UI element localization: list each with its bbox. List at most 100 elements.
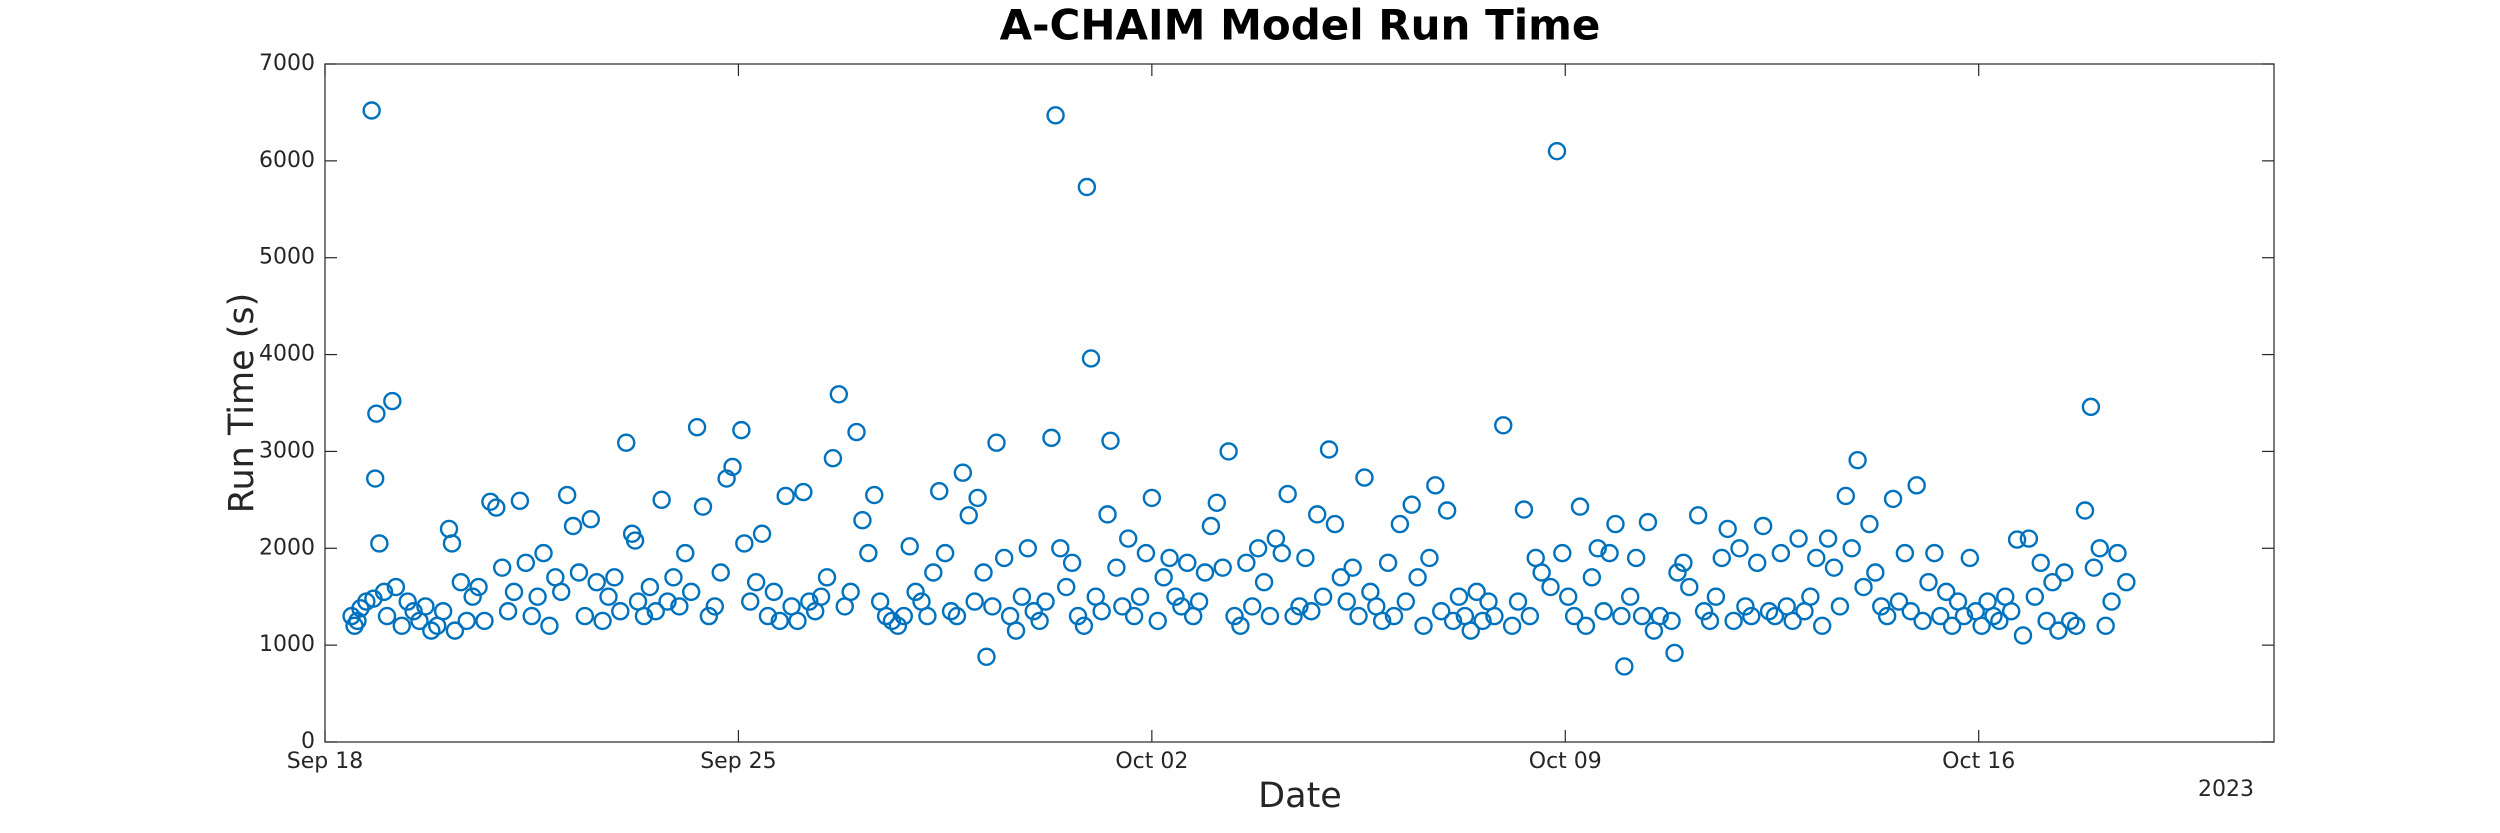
data-point xyxy=(723,457,742,477)
data-point xyxy=(404,602,423,621)
data-point xyxy=(552,582,571,602)
data-point xyxy=(367,404,386,423)
data-point xyxy=(930,481,949,501)
y-tick-label: 0 xyxy=(301,729,315,754)
data-point xyxy=(1302,602,1321,621)
data-point xyxy=(741,592,760,611)
data-point xyxy=(581,510,600,529)
data-point xyxy=(374,582,394,602)
data-point xyxy=(987,433,1006,452)
data-point xyxy=(1248,539,1268,558)
data-point xyxy=(1081,349,1101,368)
data-point xyxy=(1390,514,1410,534)
data-point xyxy=(1077,177,1097,197)
data-point xyxy=(362,101,381,120)
data-point xyxy=(366,469,385,488)
data-point xyxy=(1449,587,1469,606)
data-point xyxy=(1638,512,1658,532)
data-point xyxy=(1092,602,1111,621)
data-point xyxy=(634,606,654,626)
data-point xyxy=(1030,611,1049,631)
data-point xyxy=(469,577,488,597)
data-point xyxy=(1765,606,1785,626)
data-point xyxy=(1674,553,1693,573)
data-point xyxy=(776,486,795,506)
x-tick-label: Oct 16 xyxy=(1942,749,2015,774)
data-point xyxy=(1237,553,1256,573)
data-point xyxy=(1801,587,1820,606)
data-point xyxy=(392,616,411,635)
data-point xyxy=(1612,606,1631,626)
data-point xyxy=(1570,497,1590,516)
data-point xyxy=(481,492,500,511)
data-point xyxy=(1626,548,1646,568)
data-point xyxy=(1437,501,1457,520)
data-point xyxy=(1098,505,1117,524)
data-point xyxy=(1343,558,1362,577)
data-point xyxy=(1615,657,1634,676)
data-point xyxy=(1408,568,1427,587)
data-point xyxy=(1594,602,1613,621)
data-point xyxy=(1461,621,1480,640)
data-point xyxy=(1207,493,1227,512)
data-point xyxy=(1688,506,1708,525)
data-point xyxy=(664,568,683,587)
data-point xyxy=(853,510,872,530)
data-point xyxy=(1068,606,1088,626)
data-point xyxy=(383,391,402,411)
data-point xyxy=(1748,553,1767,573)
data-point xyxy=(800,592,819,611)
data-point xyxy=(1378,553,1398,573)
data-point xyxy=(1396,592,1416,611)
data-point xyxy=(377,606,397,626)
data-point xyxy=(1355,468,1374,487)
data-point xyxy=(1467,582,1486,602)
data-point xyxy=(811,587,831,606)
data-point xyxy=(1730,539,1749,558)
data-point xyxy=(510,491,530,511)
data-point xyxy=(1907,476,1926,495)
data-point xyxy=(2037,611,2056,631)
data-point xyxy=(475,611,494,631)
data-point xyxy=(1057,577,1076,597)
data-point xyxy=(859,543,878,563)
data-point xyxy=(1349,606,1368,626)
data-point xyxy=(817,568,837,587)
data-point xyxy=(1036,592,1055,611)
data-point xyxy=(1426,476,1445,495)
data-point xyxy=(1024,602,1043,621)
data-point xyxy=(1136,543,1156,563)
data-point xyxy=(1520,606,1540,626)
data-point xyxy=(1559,587,1578,606)
data-point xyxy=(445,621,465,640)
data-point xyxy=(1895,543,1915,563)
data-point xyxy=(652,490,671,510)
data-point xyxy=(1848,450,1867,470)
data-point xyxy=(2108,543,2127,563)
data-point xyxy=(487,498,506,517)
data-point xyxy=(2061,611,2080,631)
data-point xyxy=(2031,553,2050,573)
data-point xyxy=(865,485,884,505)
data-point xyxy=(1621,587,1640,606)
data-point xyxy=(1148,611,1167,631)
data-point xyxy=(640,577,660,597)
data-point xyxy=(1883,489,1903,509)
data-point xyxy=(1473,611,1492,631)
data-point xyxy=(764,582,784,602)
data-point xyxy=(1042,428,1061,448)
data-point xyxy=(2001,602,2021,621)
data-point xyxy=(1990,611,2009,631)
data-point xyxy=(1877,606,1897,626)
data-point xyxy=(1278,484,1297,504)
y-tick-label: 1000 xyxy=(259,632,315,657)
data-point xyxy=(752,524,772,543)
data-point xyxy=(1913,611,1932,631)
data-point xyxy=(1541,577,1560,597)
data-point xyxy=(557,485,577,505)
data-point xyxy=(1107,558,1126,577)
plot-frame xyxy=(324,63,2275,743)
data-point xyxy=(1919,572,1938,592)
data-point xyxy=(924,563,943,582)
